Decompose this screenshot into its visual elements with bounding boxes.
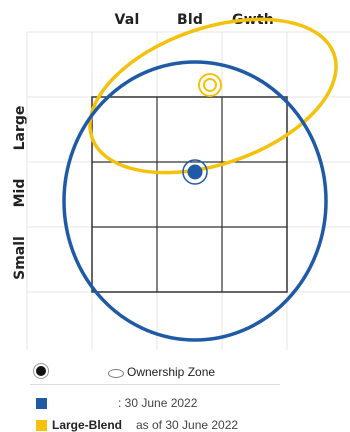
column-label-value: Val — [114, 12, 140, 28]
centroid-marker-icon — [36, 366, 46, 376]
legend-divider — [30, 384, 280, 385]
category-ownership-zone — [88, 17, 338, 175]
fund-name-redacted — [62, 398, 120, 410]
fund-date: : 30 June 2022 — [118, 396, 198, 410]
column-label-blend: Bld — [176, 12, 204, 28]
ownership-zone-label: Ownership Zone — [127, 365, 216, 379]
category-date: as of 30 June 2022 — [136, 418, 239, 432]
style-box-plot — [26, 17, 350, 350]
category-centroid — [198, 73, 222, 97]
style-grid-3x3 — [91, 96, 288, 293]
ownership-zone-icon — [108, 369, 124, 378]
fund-centroid — [182, 159, 208, 185]
category-name: Large-Blend — [52, 418, 123, 432]
fund-ownership-zone — [62, 60, 328, 342]
category-swatch — [36, 420, 47, 431]
fund-swatch — [36, 398, 47, 409]
faint-grid — [26, 31, 350, 350]
